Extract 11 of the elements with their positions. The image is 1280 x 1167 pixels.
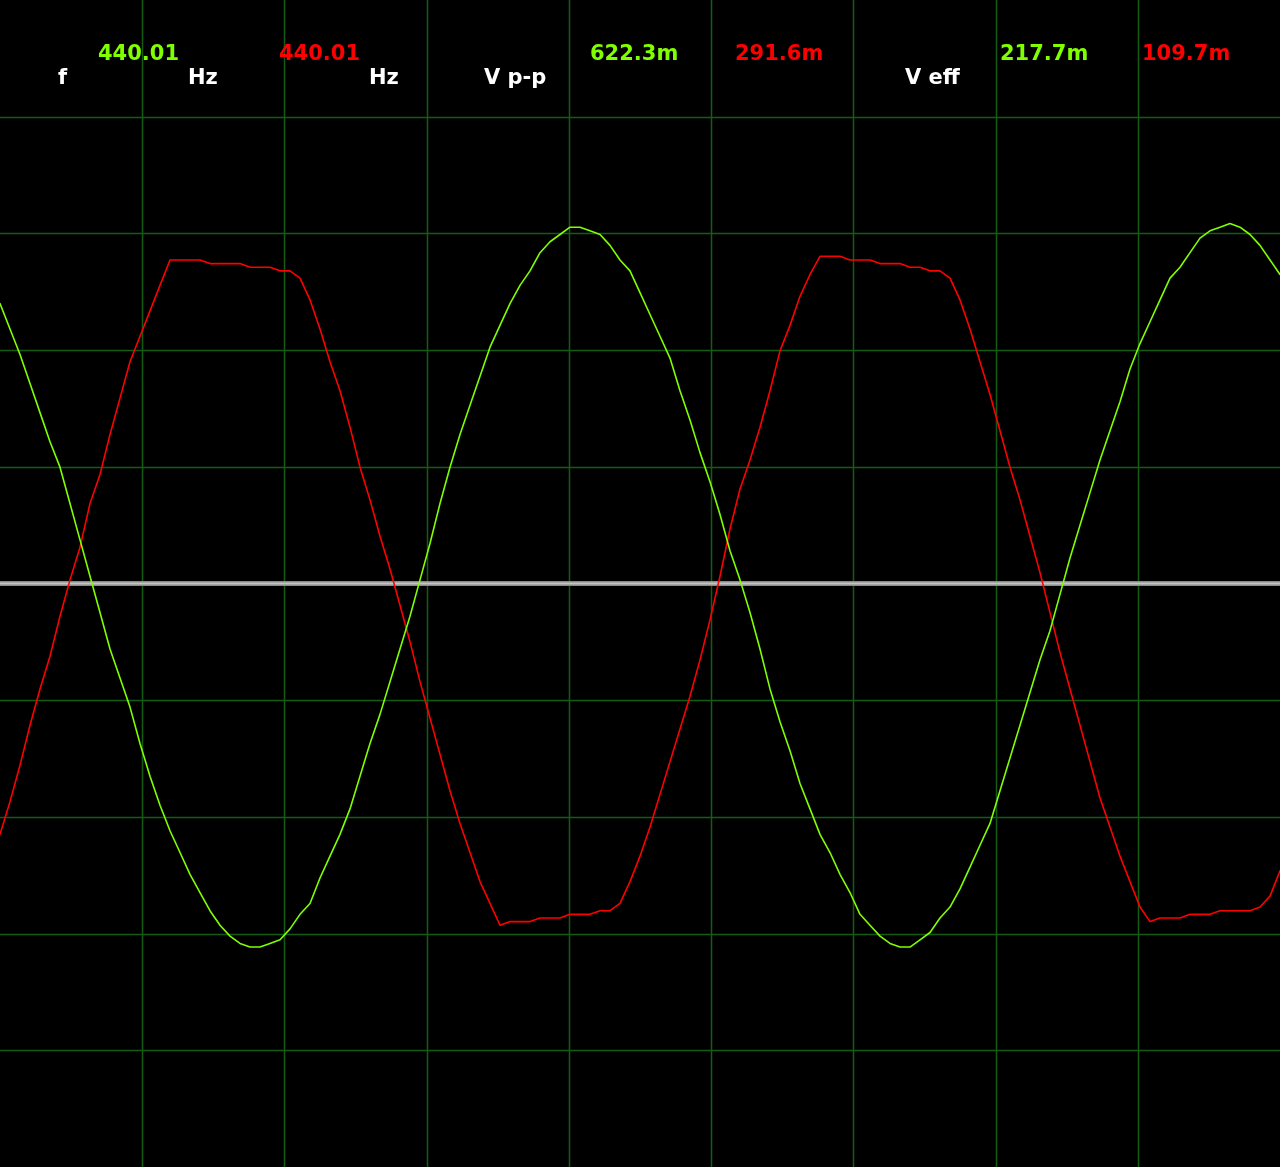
- text: Hz: [369, 65, 399, 90]
- text: 622.3m: [590, 41, 679, 66]
- text: 440.01: [98, 41, 180, 66]
- text: 291.6m: [735, 41, 824, 66]
- text: Hz: [188, 65, 218, 90]
- text: 217.7m: [1000, 41, 1089, 66]
- text: 440.01: [279, 41, 361, 66]
- text: V eff: [905, 65, 961, 90]
- text: V p-p: [484, 65, 547, 90]
- text: 109.7m: [1142, 41, 1231, 66]
- text: f: [58, 65, 68, 90]
